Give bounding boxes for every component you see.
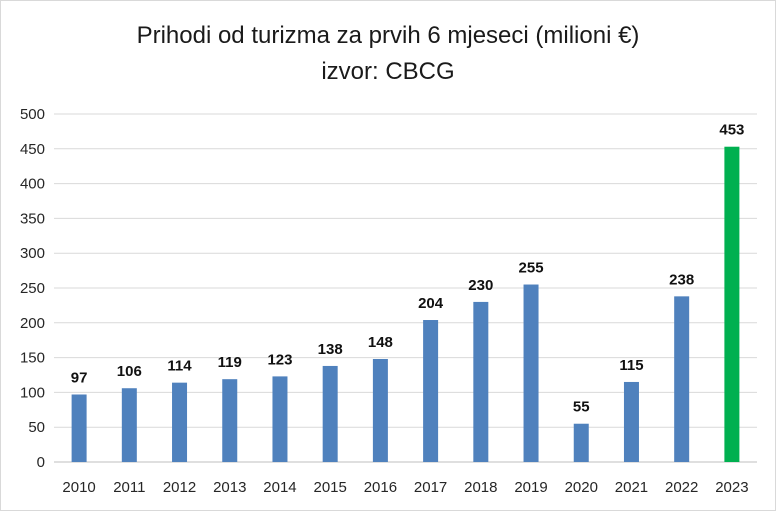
bar-2014	[272, 376, 288, 462]
bar-2010	[71, 394, 87, 462]
y-tick-label: 300	[20, 245, 45, 262]
x-tick-label-2020: 2020	[565, 479, 598, 496]
chart-subtitle: izvor: CBCG	[321, 58, 455, 85]
x-axis-ticks: 2010 2011 2012 2013 2014 2015 2016 2017 2018 2019…	[62, 479, 748, 496]
x-tick-label-2014: 2014	[263, 479, 296, 496]
bar-2021	[623, 381, 639, 462]
y-tick-label: 150	[20, 350, 45, 367]
y-tick-label: 350	[20, 210, 45, 227]
bars	[71, 146, 740, 462]
bar-2018	[473, 301, 489, 462]
x-tick-label-2019: 2019	[514, 479, 547, 496]
y-tick-label: 400	[20, 176, 45, 193]
x-tick-label-2017: 2017	[414, 479, 447, 496]
y-tick-label: 0	[37, 454, 45, 471]
y-tick-label: 500	[20, 106, 45, 123]
gridlines	[54, 113, 757, 463]
bar-2023	[724, 146, 740, 462]
bar-2019	[523, 284, 539, 462]
data-label-2021: 115	[619, 357, 643, 374]
x-tick-label-2011: 2011	[113, 479, 145, 496]
x-tick-label-2023: 2023	[715, 479, 748, 496]
x-tick-label-2013: 2013	[213, 479, 246, 496]
y-tick-label: 250	[20, 280, 45, 297]
data-label-2019: 255	[519, 260, 544, 277]
bar-2015	[322, 365, 338, 462]
data-label-2013: 119	[218, 354, 242, 371]
data-label-2018: 230	[468, 277, 493, 294]
x-tick-label-2015: 2015	[313, 479, 346, 496]
data-label-2010: 97	[71, 369, 88, 386]
data-labels: 97 106 114 119 123 138 148 204 230 255 55 115 238 453	[71, 122, 745, 416]
bar-2011	[121, 388, 137, 462]
y-axis-ticks: 0 50 100 150 200 250 300 350 400 450 500	[20, 106, 45, 471]
data-label-2011: 106	[117, 363, 142, 380]
y-tick-label: 50	[28, 419, 45, 436]
x-tick-label-2021: 2021	[615, 479, 648, 496]
bar-2020	[573, 423, 589, 462]
data-label-2017: 204	[418, 295, 444, 312]
data-label-2012: 114	[167, 358, 192, 375]
data-label-2023: 453	[719, 122, 744, 139]
bar-2017	[423, 320, 439, 462]
bar-2012	[172, 382, 188, 462]
data-label-2020: 55	[573, 399, 590, 416]
data-label-2014: 123	[267, 351, 292, 368]
x-tick-label-2022: 2022	[665, 479, 698, 496]
bar-2022	[674, 296, 690, 462]
x-tick-label-2016: 2016	[364, 479, 397, 496]
bar-2013	[222, 379, 238, 462]
chart-title: Prihodi od turizma za prvih 6 mjeseci (m…	[136, 22, 640, 49]
y-tick-label: 200	[20, 315, 45, 332]
x-tick-label-2012: 2012	[163, 479, 196, 496]
x-tick-label-2010: 2010	[62, 479, 95, 496]
data-label-2022: 238	[669, 271, 694, 288]
x-tick-label-2018: 2018	[464, 479, 497, 496]
data-label-2015: 138	[318, 341, 343, 358]
y-tick-label: 450	[20, 141, 45, 158]
data-label-2016: 148	[368, 334, 393, 351]
y-tick-label: 100	[20, 384, 45, 401]
bar-2016	[372, 358, 388, 462]
